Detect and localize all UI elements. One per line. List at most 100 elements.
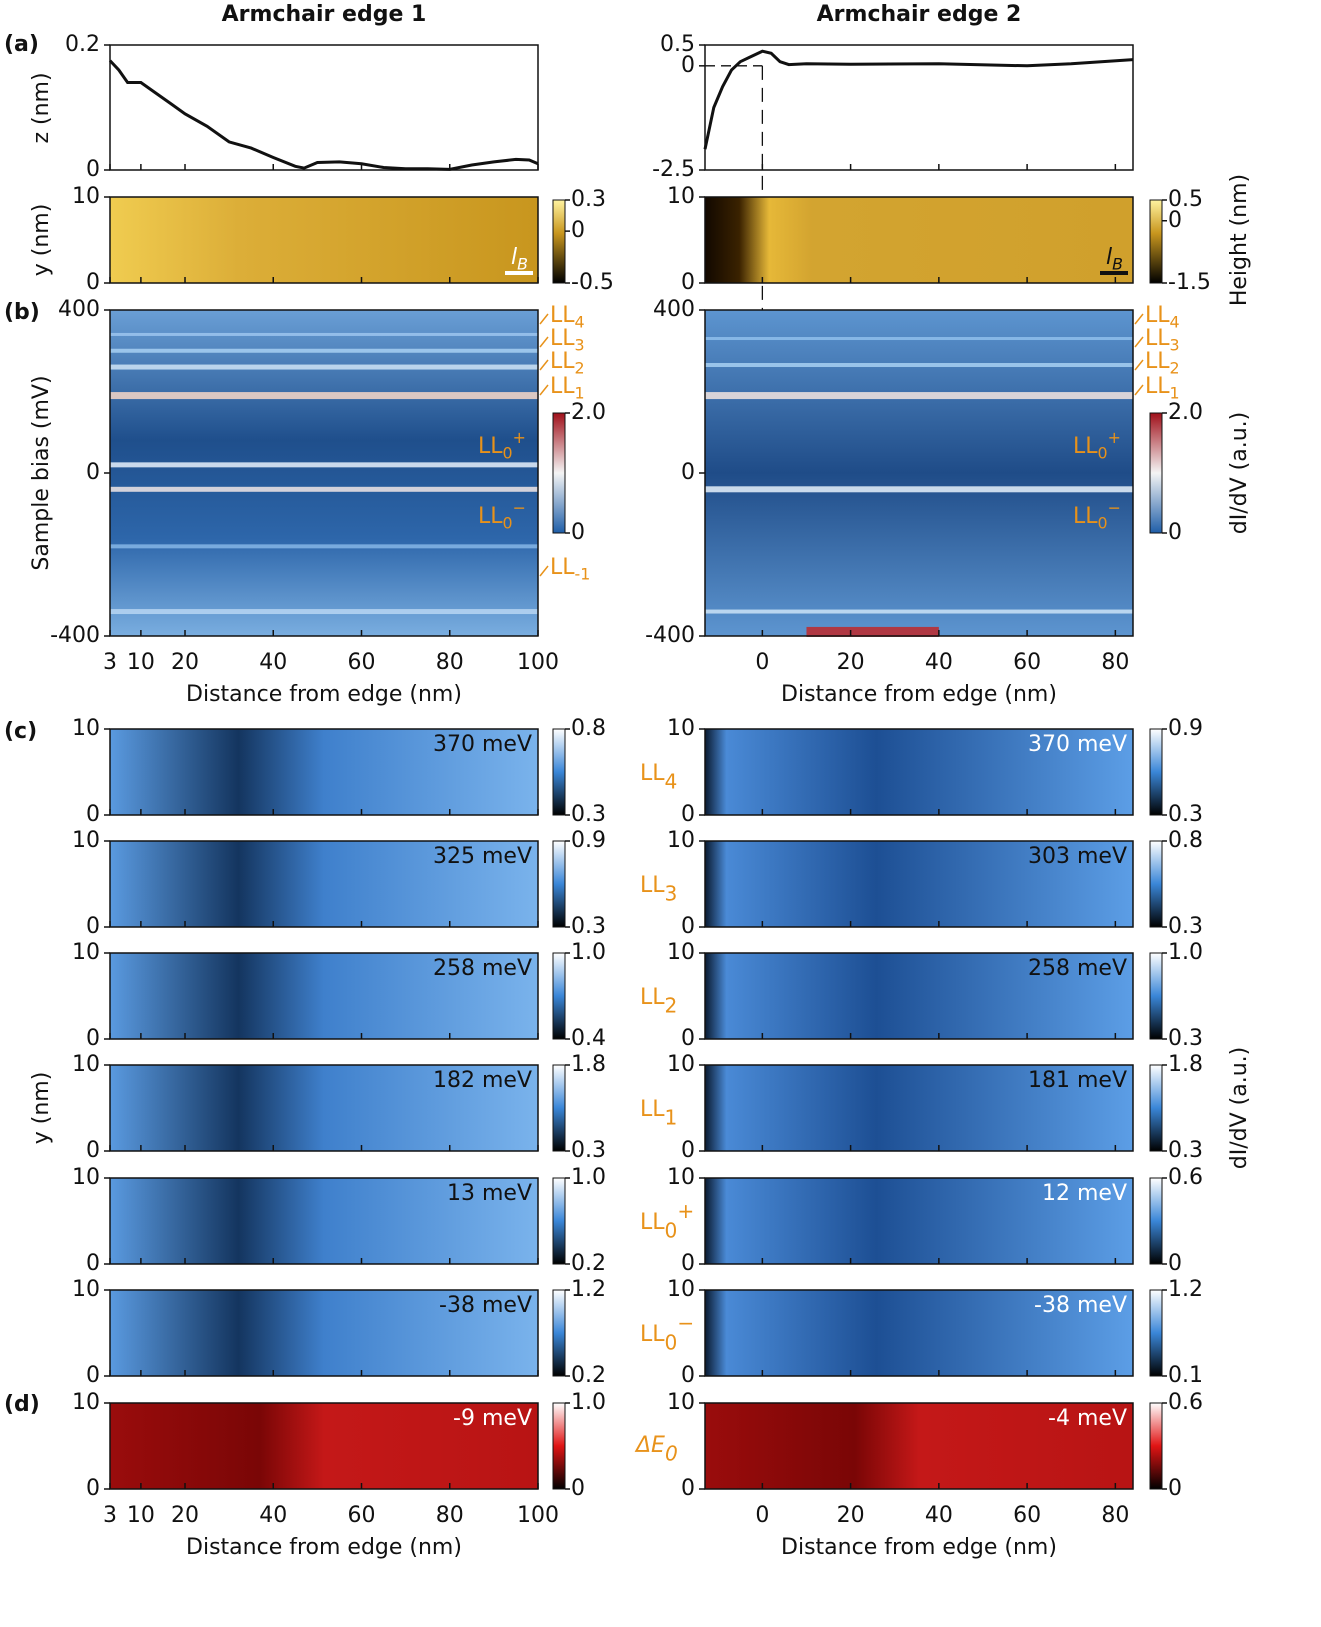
bias-band xyxy=(110,462,538,468)
y-tick-label: 0 xyxy=(681,1026,695,1051)
label-base: LL xyxy=(478,504,503,529)
colorbar-label: dI/dV (a.u.) xyxy=(1227,1047,1252,1169)
colorbar-tick-label: 2.0 xyxy=(1168,400,1203,425)
ll-map xyxy=(110,1290,538,1376)
colorbar-tick-label: 0 xyxy=(1168,1476,1182,1501)
colorbar-tick-label: 0.4 xyxy=(571,1026,606,1051)
plot-frame xyxy=(704,840,1134,928)
x-axis-label: Distance from edge (nm) xyxy=(781,1535,1057,1560)
y-tick-label: 0 xyxy=(681,53,695,78)
plot-frame xyxy=(704,1064,1134,1152)
label-sup: + xyxy=(677,1198,694,1222)
colorbar xyxy=(1149,1064,1163,1152)
ll-map xyxy=(705,1178,1133,1264)
colorbar-tick-label: 0.5 xyxy=(1168,187,1203,212)
colorbar xyxy=(552,1177,566,1265)
bias-band xyxy=(110,609,538,615)
label: LL1 xyxy=(1145,374,1180,402)
bias-band xyxy=(110,364,538,370)
x-axis-label: Distance from edge (nm) xyxy=(186,682,462,707)
label-base: LL xyxy=(640,873,665,898)
bias-band xyxy=(705,486,1133,493)
energy-label: 181 meV xyxy=(1028,1068,1127,1093)
x-tick-label: 40 xyxy=(925,650,953,675)
y-tick-label: 10 xyxy=(667,1052,695,1077)
y-tick-label: 0 xyxy=(681,1363,695,1388)
level-leader xyxy=(539,565,549,577)
label-base: LL xyxy=(550,326,575,351)
bias-band xyxy=(705,392,1133,400)
plot-frame xyxy=(704,1177,1134,1265)
label-sub: 2 xyxy=(1170,358,1180,377)
topography-map xyxy=(109,196,539,284)
y-tick-label: 400 xyxy=(653,297,695,322)
label-sub: 0 xyxy=(665,1218,678,1242)
label-base: ΔE xyxy=(634,1433,665,1458)
y-tick-label: 10 xyxy=(72,1277,100,1302)
x-tick-label: 40 xyxy=(925,1503,953,1528)
colorbar-tick-label: 2.0 xyxy=(571,400,606,425)
colorbar xyxy=(1149,840,1163,928)
energy-label: 303 meV xyxy=(1028,844,1127,869)
energy-label: 13 meV xyxy=(447,1181,532,1206)
ll-map xyxy=(705,953,1133,1039)
x-tick-label: 0 xyxy=(755,1503,769,1528)
colorbar-tick-label: 0 xyxy=(571,218,585,243)
label: LL0+ xyxy=(478,428,526,462)
label: LL4 xyxy=(550,303,585,331)
level-leader xyxy=(1134,313,1144,325)
y-tick-label: 10 xyxy=(667,1165,695,1190)
colorbar-tick-label: 0 xyxy=(1168,208,1182,233)
colorbar-label: dI/dV (a.u.) xyxy=(1227,412,1252,534)
panel-label: (c) xyxy=(4,719,37,744)
energy-label: 258 meV xyxy=(433,956,532,981)
colorbar xyxy=(552,840,566,928)
colorbar xyxy=(1149,952,1163,1040)
plot-frame xyxy=(109,728,539,816)
label-base: LL xyxy=(550,555,575,580)
plot-frame xyxy=(109,840,539,928)
panel-label: (d) xyxy=(4,1392,40,1417)
label: LL4 xyxy=(640,761,677,793)
label-sup: − xyxy=(513,498,526,517)
label: LL0+ xyxy=(1073,428,1121,462)
colorbar xyxy=(552,199,566,284)
x-axis-label: Distance from edge (nm) xyxy=(781,682,1057,707)
plot-frame xyxy=(109,952,539,1040)
x-tick-label: 20 xyxy=(171,1503,199,1528)
x-tick-label: 60 xyxy=(348,1503,376,1528)
ll-map xyxy=(110,1178,538,1264)
ll-map xyxy=(705,729,1133,815)
colorbar-tick-label: 0.8 xyxy=(1168,828,1203,853)
label-sup: + xyxy=(513,428,526,447)
y-tick-label: 0 xyxy=(681,460,695,485)
y-tick-label: -400 xyxy=(645,623,695,648)
colorbar-tick-label: 0.3 xyxy=(1168,1138,1203,1163)
delta-map xyxy=(110,1403,538,1489)
label-base: LL xyxy=(550,303,575,328)
x-tick-label: 40 xyxy=(259,1503,287,1528)
colorbar-tick-label: 0.3 xyxy=(1168,802,1203,827)
y-tick-label: 0 xyxy=(86,1138,100,1163)
energy-label: 370 meV xyxy=(1028,732,1127,757)
column-title: Armchair edge 2 xyxy=(817,2,1022,27)
level-leader xyxy=(1134,336,1144,348)
label: LL1 xyxy=(550,374,585,402)
y-tick-label: -400 xyxy=(50,623,100,648)
colorbar-tick-label: 0.2 xyxy=(571,1363,606,1388)
colorbar-tick-label: 0.3 xyxy=(571,1138,606,1163)
ll-map xyxy=(705,841,1133,927)
label: LL0− xyxy=(640,1310,694,1354)
x-tick-label: 80 xyxy=(436,1503,464,1528)
plot-frame xyxy=(704,1402,1134,1490)
label: ΔE0 xyxy=(634,1433,678,1465)
energy-label: 182 meV xyxy=(433,1068,532,1093)
label-base: LL xyxy=(640,1097,665,1122)
bias-band xyxy=(110,332,538,336)
label-sub: 3 xyxy=(575,335,585,354)
label-base: l xyxy=(1106,245,1112,270)
level-leader xyxy=(539,313,549,325)
colorbar-tick-label: 0.8 xyxy=(571,716,606,741)
energy-label: 325 meV xyxy=(433,844,532,869)
x-tick-label: 20 xyxy=(171,650,199,675)
